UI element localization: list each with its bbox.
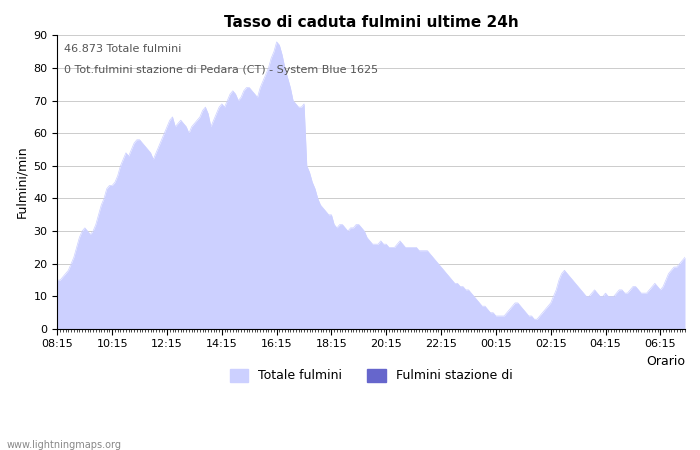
Text: 0 Tot.fulmini stazione di Pedara (CT) - System Blue 1625: 0 Tot.fulmini stazione di Pedara (CT) - … — [64, 65, 378, 75]
Title: Tasso di caduta fulmini ultime 24h: Tasso di caduta fulmini ultime 24h — [224, 15, 519, 30]
X-axis label: Orario: Orario — [646, 355, 685, 368]
Legend: Totale fulmini, Fulmini stazione di: Totale fulmini, Fulmini stazione di — [225, 364, 518, 387]
Text: 46.873 Totale fulmini: 46.873 Totale fulmini — [64, 44, 181, 54]
Text: www.lightningmaps.org: www.lightningmaps.org — [7, 440, 122, 450]
Y-axis label: Fulmini/min: Fulmini/min — [15, 146, 28, 219]
